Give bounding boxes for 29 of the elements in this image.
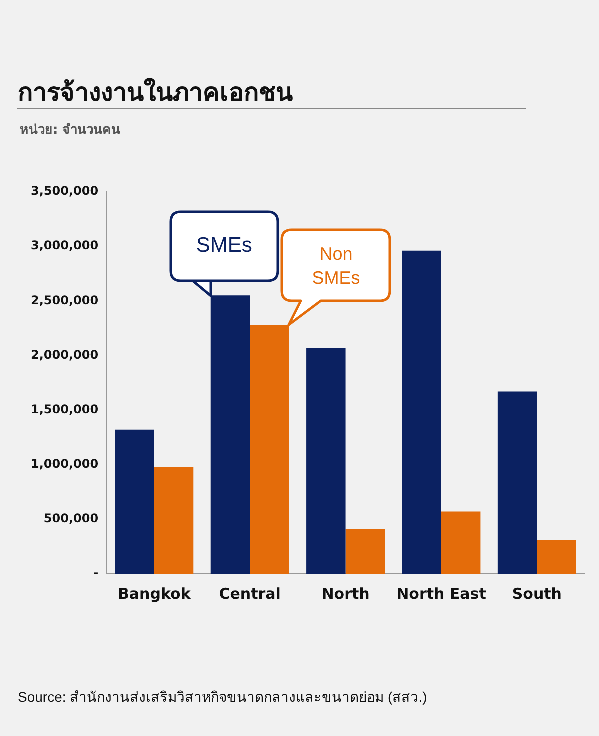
y-tick-label: - [94, 566, 99, 580]
speech-bubble: SMEs [168, 210, 280, 298]
y-tick-label: 500,000 [44, 512, 99, 526]
bar [346, 529, 386, 574]
x-tick-label: South [512, 584, 562, 603]
x-tick-label: North [322, 584, 370, 603]
chart-subtitle: หน่วย: จำนวนคน [20, 122, 121, 140]
y-tick-label: 3,000,000 [30, 238, 99, 253]
bar [441, 512, 481, 574]
x-tick-label: Central [219, 584, 281, 603]
bar [210, 296, 250, 574]
y-tick-label: 2,500,000 [30, 293, 99, 308]
y-tick-label: 2,000,000 [30, 348, 99, 362]
series-label: SMEs [195, 233, 254, 260]
x-tick-label: Bangkok [118, 584, 192, 603]
y-tick-label: 1,500,000 [30, 402, 99, 416]
source-note: Source: สำนักงานส่งเสริมวิสาหกิจขนาดกลางและขนาดย่อม (สสว.) [18, 688, 428, 707]
bar [154, 467, 194, 574]
bar [115, 430, 154, 574]
bar [537, 540, 576, 574]
speech-bubble: Non SMEs [280, 228, 392, 328]
y-tick-label: 1,000,000 [30, 456, 99, 471]
bar [306, 348, 346, 574]
y-tick-label: 3,500,000 [30, 184, 99, 198]
bar [250, 325, 290, 574]
bar [498, 392, 538, 574]
bar [402, 250, 442, 574]
chart-title: การจ้างงานในภาคเอกชน [18, 77, 293, 109]
x-tick-label: North East [396, 584, 486, 603]
